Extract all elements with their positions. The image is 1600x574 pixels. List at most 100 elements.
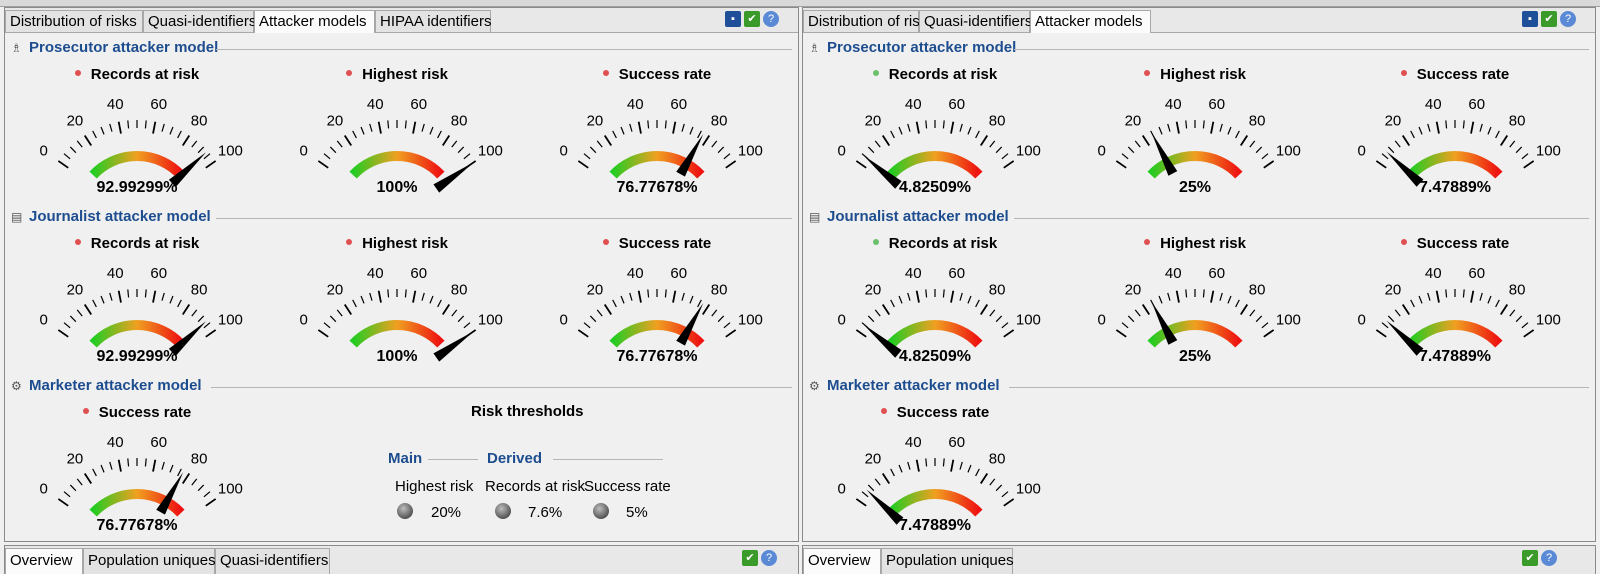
right-journalist-section-header: ▤ Journalist attacker model (809, 208, 1589, 228)
gauge-minor-tick (989, 309, 996, 317)
gauge-tick-label: 60 (948, 434, 965, 451)
gauge-minor-tick (169, 126, 174, 135)
gauge-label: Highest risk (1160, 66, 1246, 83)
tab-hipaa-identifiers[interactable]: HIPAA identifiers (375, 10, 491, 32)
tab-attacker-models[interactable]: Attacker models (254, 10, 375, 33)
threshold-knob-highest-risk[interactable] (397, 503, 413, 519)
gauge-minor-tick (1410, 130, 1415, 139)
gauge-dial: 0 20 40 60 80 100 (837, 265, 1041, 358)
gauge-minor-tick (1001, 491, 1009, 498)
gauge-minor-tick (907, 292, 911, 301)
tab-population-uniques[interactable]: Population uniques (881, 548, 1014, 574)
gauge-minor-tick (1121, 153, 1129, 160)
gauge-dial: 0 20 40 60 80 100 (1357, 96, 1561, 187)
apply-check-icon[interactable]: ✔ (1522, 550, 1538, 566)
apply-check-icon[interactable]: ✔ (1541, 11, 1557, 27)
threshold-knob-records-at-risk[interactable] (495, 503, 511, 519)
tab-distribution-of-risks[interactable]: Distribution of risks (5, 10, 143, 32)
gauge-major-tick (855, 498, 867, 507)
gauge-minor-tick (69, 484, 77, 492)
gauge-minor-tick (463, 153, 471, 160)
gauge-minor-tick (1001, 153, 1009, 160)
gauge-tick-label: 80 (191, 281, 208, 298)
gauge-highest-risk: Highest risk 0 20 40 60 80 100 25% (1065, 235, 1325, 385)
gauge-minor-tick (76, 478, 83, 486)
gauge-minor-tick (63, 322, 71, 329)
gauge-major-tick (950, 121, 955, 134)
threshold-value-success-rate: 5% (626, 504, 648, 521)
threshold-label-records-at-risk: Records at risk (485, 478, 586, 495)
gauge-major-tick (1523, 329, 1535, 338)
gauge-highest-risk: Highest risk 0 20 40 60 80 100 100% (267, 66, 527, 216)
gauge-minor-tick (1219, 123, 1223, 132)
gauge-minor-tick (898, 295, 903, 304)
status-dot-icon (82, 408, 89, 415)
apply-check-icon[interactable]: ✔ (744, 11, 760, 27)
tab-population-uniques[interactable]: Population uniques (83, 548, 216, 574)
gauge-minor-tick (1394, 309, 1401, 317)
gauge-color-band (1147, 151, 1243, 179)
gauge-minor-tick (1381, 153, 1389, 160)
gauge-needle (168, 152, 207, 188)
gauge-minor-tick (1487, 126, 1492, 135)
gauge-tick-label: 60 (150, 96, 167, 113)
gauge-value: 25% (1178, 179, 1212, 196)
gauge-records-at-risk: Records at risk 0 20 40 60 80 100 92.99299% (7, 235, 267, 385)
gauge-dial: 0 20 40 60 80 100 (39, 96, 243, 188)
help-icon[interactable]: ? (761, 550, 777, 566)
threshold-knob-success-rate[interactable] (593, 503, 609, 519)
gauge-title: Records at risk (805, 235, 1065, 252)
tab-overview[interactable]: Overview (5, 548, 83, 574)
gauge-tick-label: 40 (107, 434, 124, 451)
gauge-major-tick (83, 134, 93, 147)
gauge-minor-tick (144, 458, 147, 467)
tab-overview[interactable]: Overview (803, 548, 881, 574)
left-prosecutor-section-header: ♗ Prosecutor attacker model (11, 39, 792, 59)
tab-attacker-models[interactable]: Attacker models (1030, 10, 1151, 33)
gauge-minor-tick (1509, 140, 1516, 148)
gauge-tick-label: 100 (218, 481, 243, 498)
gauge-major-tick (672, 290, 677, 303)
gauge-minor-tick (647, 289, 650, 298)
save-icon[interactable]: ▪ (725, 11, 741, 27)
gauge-minor-tick (1410, 299, 1415, 308)
gauge-major-tick (915, 459, 920, 472)
save-icon[interactable]: ▪ (1522, 11, 1538, 27)
tab-distribution-of-risks[interactable]: Distribution of risks (803, 10, 935, 32)
gauge-minor-tick (629, 123, 633, 132)
gauge-minor-tick (1381, 322, 1389, 329)
gauge-tick-label: 60 (1208, 96, 1225, 113)
gauge-minor-tick (429, 295, 434, 304)
gauge-success-rate: Success rate 0 20 40 60 80 100 7.47889% (1325, 66, 1585, 216)
gauge-minor-tick (1249, 140, 1256, 148)
gauge-title: Records at risk (7, 66, 267, 83)
gauge-minor-tick (907, 461, 911, 470)
gauge-minor-tick (421, 292, 425, 301)
gauge-tick-label: 60 (410, 96, 427, 113)
gauge-minor-tick (92, 468, 97, 477)
gauge-value: 92.99299% (96, 348, 178, 365)
gauge-minor-tick (421, 123, 425, 132)
gauge-minor-tick (127, 120, 130, 129)
threshold-value-highest-risk: 20% (431, 504, 462, 521)
gauge-minor-tick (596, 309, 603, 317)
gauge-needle (863, 324, 902, 358)
tab-quasi-identifiers[interactable]: Quasi-identifiers (919, 10, 1032, 32)
gauge-minor-tick (711, 140, 718, 148)
tab-quasi-identifiers[interactable]: Quasi-identifiers (215, 548, 330, 574)
help-icon[interactable]: ? (1541, 550, 1557, 566)
apply-check-icon[interactable]: ✔ (742, 550, 758, 566)
thresholds-main-divider (428, 459, 478, 460)
gauge-major-tick (725, 329, 737, 338)
gauge-minor-tick (1509, 309, 1516, 317)
right-bottom-tabbar: Overview Population uniques ✔ ? (802, 545, 1596, 574)
help-icon[interactable]: ? (763, 11, 779, 27)
gauge-tick-label: 40 (1165, 96, 1182, 113)
help-icon[interactable]: ? (1560, 11, 1576, 27)
gauge-minor-tick (1394, 140, 1401, 148)
gauge-tick-label: 20 (327, 112, 344, 129)
gauge-color-band (349, 151, 445, 179)
tab-quasi-identifiers[interactable]: Quasi-identifiers (143, 10, 256, 32)
gauge-major-tick (1239, 134, 1249, 147)
gauge-minor-tick (1001, 322, 1009, 329)
